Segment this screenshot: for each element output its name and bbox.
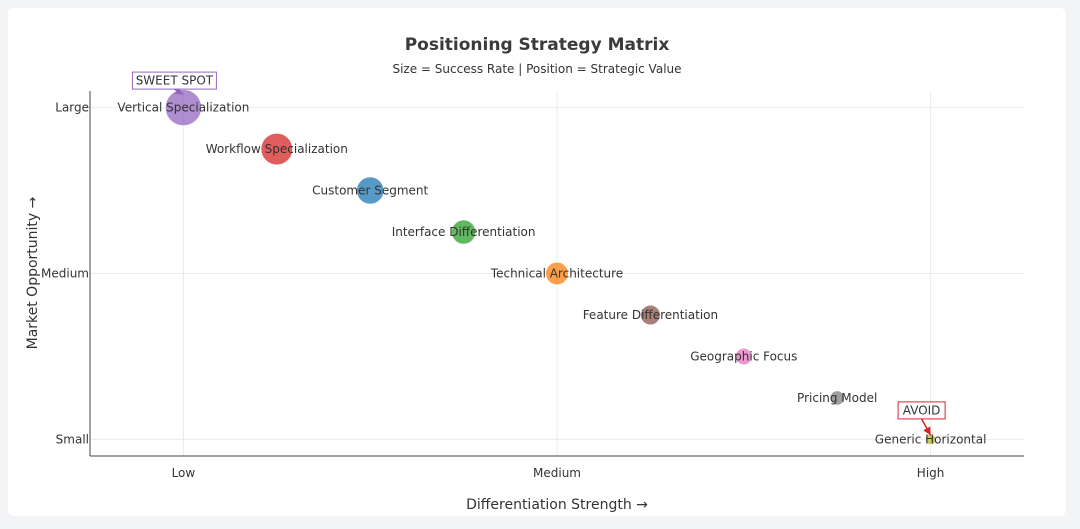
point-5 xyxy=(639,304,661,326)
point-label-3: Interface Differentiation xyxy=(392,225,536,239)
annotation-arrowhead-0 xyxy=(174,87,184,95)
point-label-7: Pricing Model xyxy=(797,391,877,405)
y-tick-label-2: Large xyxy=(55,101,89,115)
x-tick-label-0: Low xyxy=(172,466,196,480)
x-tick-label-1: Medium xyxy=(533,466,581,480)
point-7 xyxy=(829,390,846,406)
point-label-2: Customer Segment xyxy=(312,184,428,198)
annotation-box-1 xyxy=(897,401,946,420)
chart-title: Positioning Strategy Matrix xyxy=(405,35,670,55)
point-1 xyxy=(260,132,294,166)
point-label-0: Vertical Specialization xyxy=(117,101,249,115)
point-label-1: Workflow Specialization xyxy=(206,142,348,156)
point-label-6: Geographic Focus xyxy=(690,349,797,363)
point-2 xyxy=(355,176,385,205)
point-6 xyxy=(734,347,753,366)
point-label-4: Technical Architecture xyxy=(490,267,623,281)
tick-labels: Low Medium High Small Medium Large xyxy=(41,101,944,480)
chart-card: Positioning Strategy Matrix Size = Succe… xyxy=(8,8,1066,516)
scatter-chart: Positioning Strategy Matrix Size = Succe… xyxy=(25,35,1024,513)
x-axis-label: Differentiation Strength → xyxy=(466,497,648,513)
point-label-8: Generic Horizontal xyxy=(875,432,987,446)
annotation-arrowhead-1 xyxy=(923,426,931,436)
annotation-label-0: SWEET SPOT xyxy=(136,74,214,88)
y-axis-label: Market Opportunity → xyxy=(25,196,41,349)
chart-subtitle: Size = Success Rate | Position = Strateg… xyxy=(392,62,681,76)
point-4 xyxy=(545,261,569,286)
point-label-5: Feature Differentiation xyxy=(583,308,718,322)
annotation-box-0 xyxy=(131,71,217,90)
point-3 xyxy=(450,219,477,245)
y-tick-label-1: Medium xyxy=(41,267,89,281)
y-tick-label-0: Small xyxy=(56,432,89,446)
x-tick-label-2: High xyxy=(917,466,945,480)
annotations: SWEET SPOT AVOID xyxy=(131,71,946,436)
annotation-label-1: AVOID xyxy=(903,403,941,417)
data-points: Vertical Specialization Workflow Speciali… xyxy=(117,88,987,446)
